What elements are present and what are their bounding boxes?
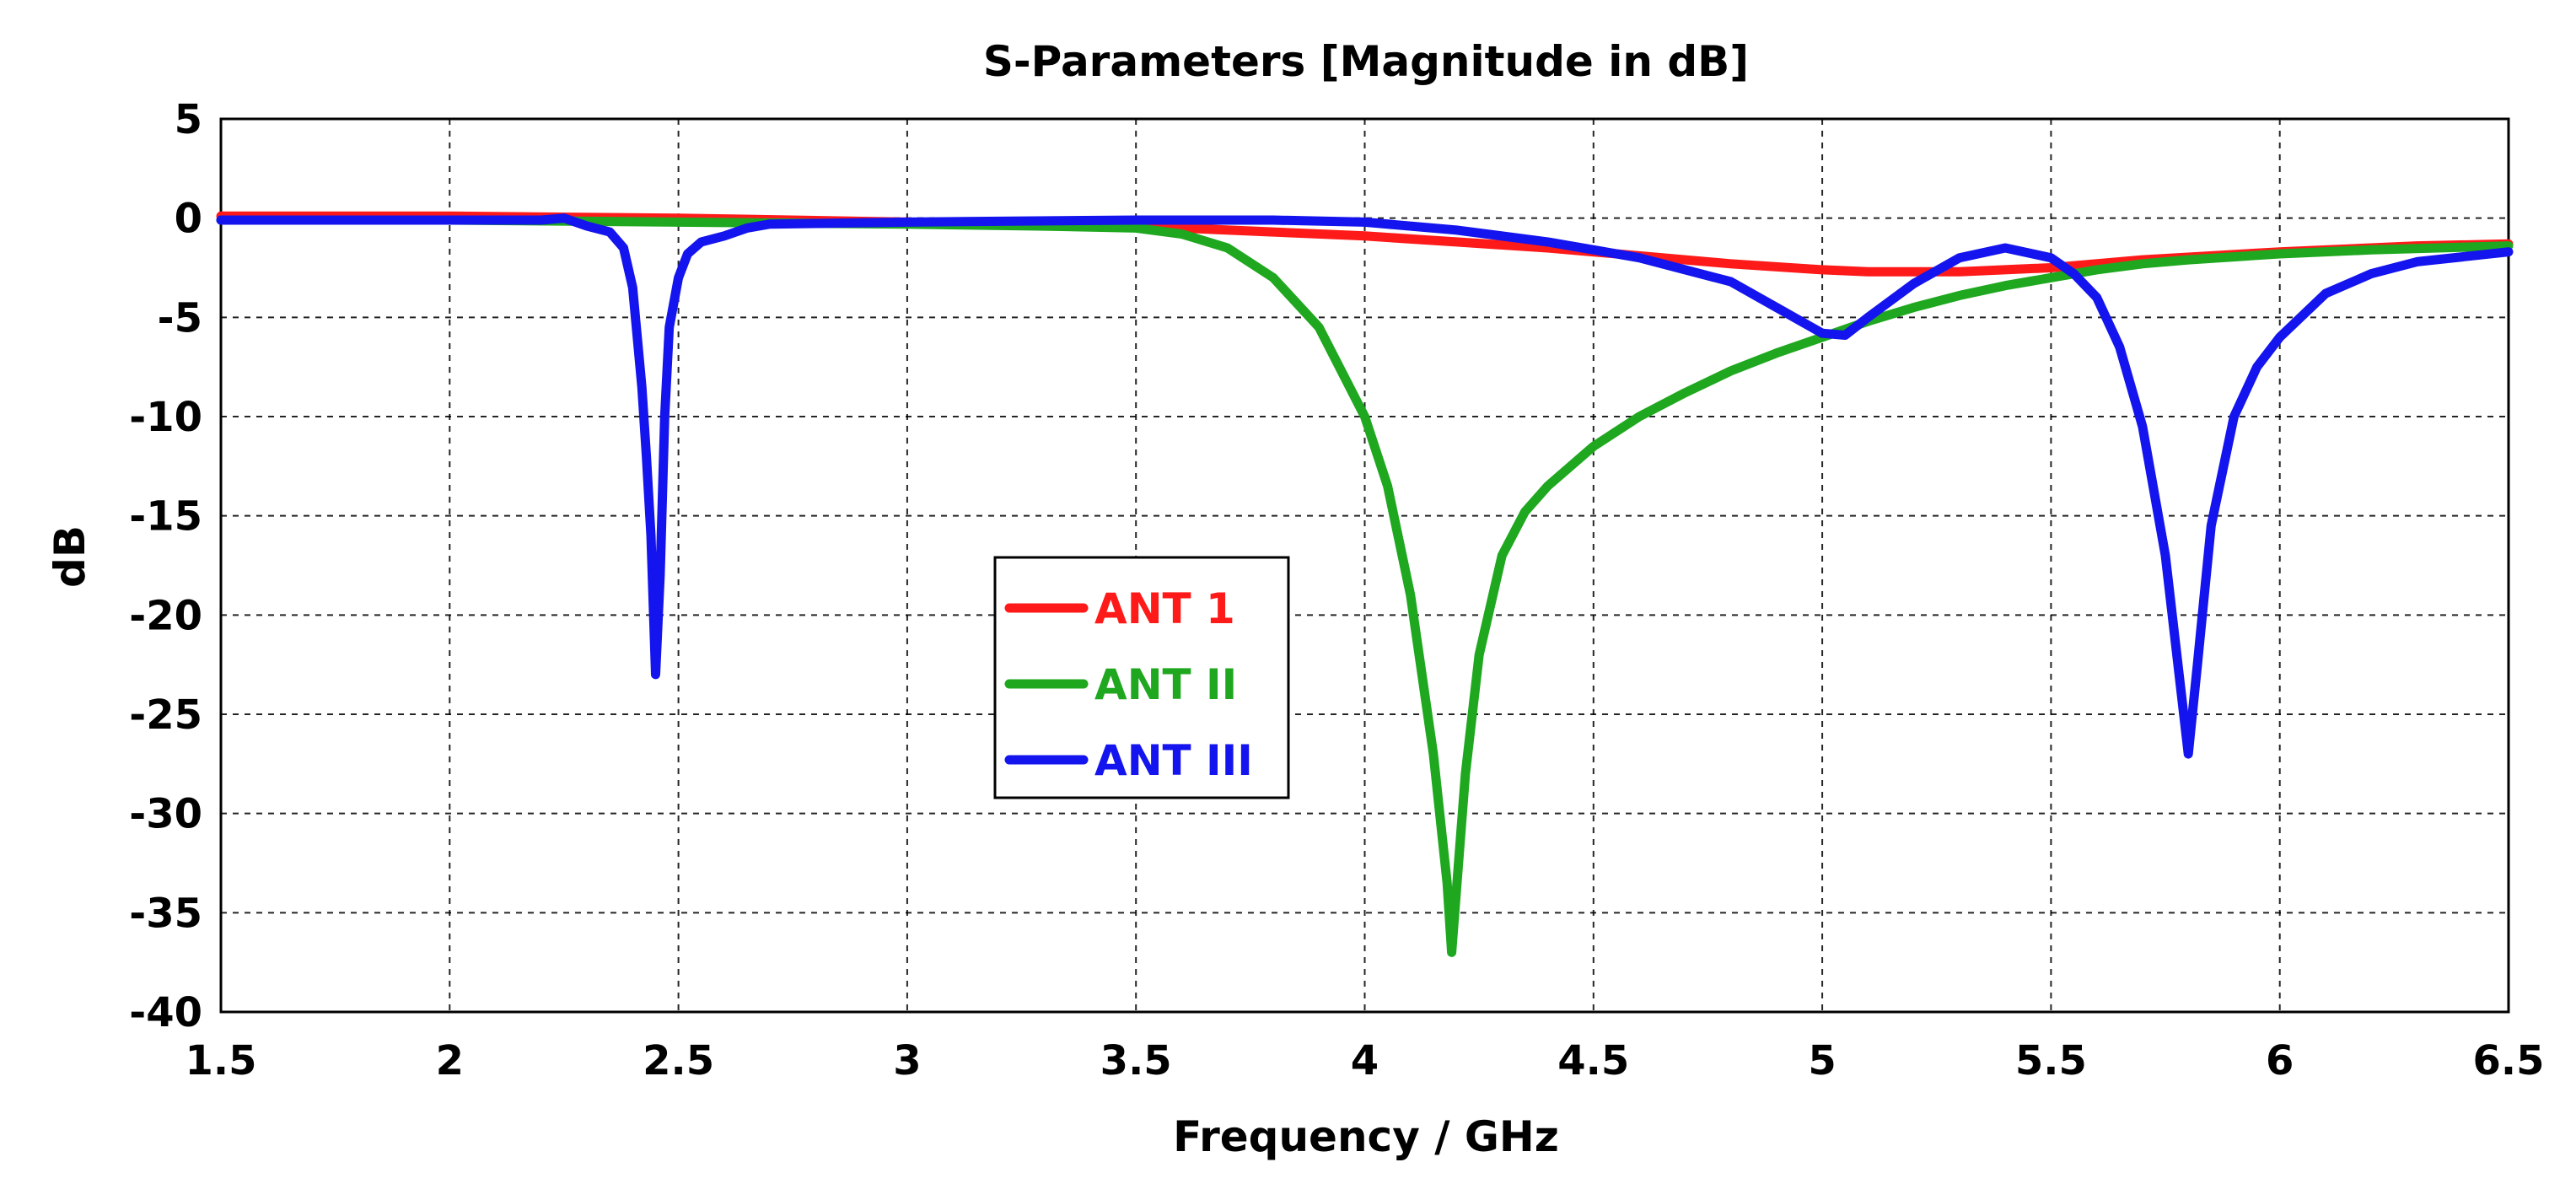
x-tick-label: 6.5	[2472, 1037, 2544, 1084]
y-tick-label: -15	[129, 493, 202, 541]
x-tick-label: 2	[436, 1037, 464, 1084]
y-tick-label: -25	[129, 691, 202, 739]
y-tick-label: -5	[158, 294, 202, 342]
y-axis-label: dB	[46, 525, 94, 588]
y-tick-label: -35	[129, 890, 202, 937]
y-tick-label: 0	[175, 196, 202, 243]
legend-label-ant-ii: ANT II	[1094, 660, 1237, 709]
series-line-ant-iii	[216, 213, 2514, 759]
series-lines	[216, 211, 2514, 957]
x-axis-ticks: 1.5 2 2.5 3 3.5 4 4.5 5 5.5 6 6.5	[185, 1037, 2544, 1084]
plot-area-frame	[219, 117, 2510, 1014]
y-tick-label: -40	[129, 989, 202, 1036]
x-tick-label: 4	[1351, 1037, 1379, 1084]
legend-label-ant-iii: ANT III	[1094, 736, 1253, 785]
y-tick-label: -10	[129, 394, 202, 441]
x-tick-label: 3	[893, 1037, 921, 1084]
x-tick-label: 3.5	[1100, 1037, 1172, 1084]
legend: ANT 1 ANT II ANT III	[993, 556, 1290, 799]
y-tick-label: -20	[129, 592, 202, 639]
series-line-ant-ii	[216, 215, 2514, 957]
x-tick-label: 6	[2266, 1037, 2294, 1084]
y-tick-label: 5	[175, 96, 202, 143]
y-axis-ticks: 5 0 -5 -10 -15 -20 -25 -30 -35 -40	[129, 96, 202, 1036]
x-tick-label: 5	[1808, 1037, 1836, 1084]
x-tick-label: 1.5	[185, 1037, 256, 1084]
legend-label-ant-1: ANT 1	[1094, 584, 1235, 633]
x-tick-label: 5.5	[2015, 1037, 2087, 1084]
y-tick-label: -30	[129, 791, 202, 838]
x-axis-label: Frequency / GHz	[1173, 1112, 1559, 1161]
x-tick-label: 4.5	[1557, 1037, 1629, 1084]
chart-title: S-Parameters [Magnitude in dB]	[983, 37, 1749, 86]
x-tick-label: 2.5	[643, 1037, 714, 1084]
